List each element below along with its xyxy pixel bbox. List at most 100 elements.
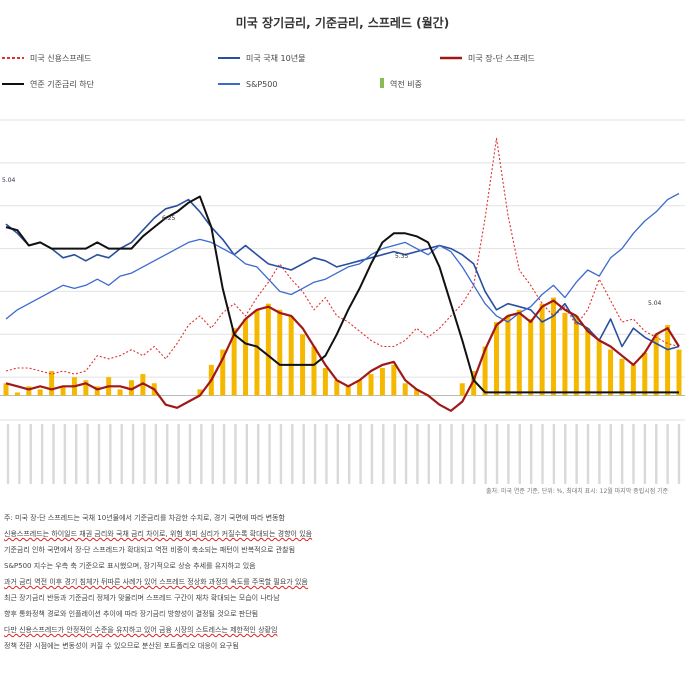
x-tick-43 xyxy=(495,424,499,484)
x-tick-37 xyxy=(427,424,430,484)
bar-34 xyxy=(391,364,397,396)
bar-12 xyxy=(140,374,146,396)
x-tick-25 xyxy=(291,424,294,484)
note-line: 신용스프레드는 하이일드 채권 금리와 국채 금리 차이로, 위험 회피 심리가… xyxy=(4,530,313,538)
bar-33 xyxy=(379,367,385,396)
x-tick-40 xyxy=(461,424,465,484)
bar-1 xyxy=(14,392,20,396)
x-tick-12 xyxy=(143,424,146,484)
bar-31 xyxy=(357,380,363,396)
bar-56 xyxy=(642,352,648,396)
x-tick-42 xyxy=(484,424,487,484)
x-tick-14 xyxy=(166,424,169,484)
series-line-4 xyxy=(5,195,679,394)
bar-40 xyxy=(459,383,465,396)
bar-42 xyxy=(482,346,488,396)
bar-29 xyxy=(334,380,340,396)
x-tick-5 xyxy=(63,424,67,484)
x-tick-21 xyxy=(245,424,249,484)
x-tick-45 xyxy=(518,424,521,484)
x-tick-48 xyxy=(552,424,556,484)
legend-label-sp500: S&P500 xyxy=(246,80,277,89)
bar-5 xyxy=(60,386,66,396)
bar-54 xyxy=(619,358,625,396)
x-tick-28 xyxy=(325,424,328,484)
bar-10 xyxy=(117,389,123,396)
note-line: 최근 장기금리 반등과 기준금리 정체가 맞물리며 스프레드 구간이 재차 확대… xyxy=(4,594,280,602)
x-tick-35 xyxy=(404,424,408,484)
bar-24 xyxy=(277,309,283,396)
x-tick-26 xyxy=(302,424,305,484)
source-note: 출처: 미국 연준 기준, 단위: %, 최대치 표시: 12월 마지막 중립시… xyxy=(486,488,669,495)
x-tick-36 xyxy=(416,424,419,484)
bar-23 xyxy=(265,303,271,396)
x-tick-46 xyxy=(529,424,533,484)
notes-section: 주: 미국 장-단 스프레드는 국채 10년물에서 기준금리를 차감한 수치로,… xyxy=(4,510,684,654)
x-tick-47 xyxy=(541,424,544,484)
legend-label-term_spread: 미국 장-단 스프레드 xyxy=(468,53,535,63)
bar-4 xyxy=(49,371,55,396)
bar-51 xyxy=(585,328,591,396)
note-line: 과거 금리 역전 이후 경기 침체가 뒤따른 사례가 있어 스프레드 정상화 과… xyxy=(4,578,308,586)
bar-3 xyxy=(37,389,43,396)
x-tick-2 xyxy=(29,424,32,484)
bar-20 xyxy=(231,328,237,396)
x-tick-8 xyxy=(97,424,101,484)
x-tick-54 xyxy=(620,424,624,484)
bar-52 xyxy=(596,340,602,396)
bar-36 xyxy=(414,389,420,396)
x-tick-0 xyxy=(6,424,10,484)
x-tick-16 xyxy=(188,424,192,484)
x-tick-15 xyxy=(177,424,180,484)
x-tick-56 xyxy=(643,424,647,484)
bar-59 xyxy=(676,349,682,396)
legend-label-credit_spread: 미국 신용스프레드 xyxy=(30,54,91,63)
x-tick-9 xyxy=(109,424,112,484)
bar-28 xyxy=(322,367,328,396)
x-tick-44 xyxy=(507,424,510,484)
bar-series xyxy=(3,297,682,396)
x-tick-50 xyxy=(575,424,578,484)
x-tick-53 xyxy=(609,424,612,484)
x-tick-19 xyxy=(222,424,226,484)
chart-title: 미국 장기금리, 기준금리, 스프레드 (월간) xyxy=(235,16,450,30)
x-tick-17 xyxy=(200,424,203,484)
note-line: 다만 신용스프레드가 안정적인 수준을 유지하고 있어 금융 시장의 스트레스는… xyxy=(4,626,278,634)
annotation-2: 5.35 xyxy=(395,253,409,260)
bar-8 xyxy=(94,386,100,396)
note-line: 기준금리 인하 국면에서 장-단 스프레드가 확대되고 역전 비중이 축소되는 … xyxy=(4,546,296,554)
legend-label-rec: 역전 비중 xyxy=(390,79,422,89)
line-series xyxy=(5,137,680,412)
bar-2 xyxy=(26,386,32,396)
x-tick-32 xyxy=(370,424,374,484)
bar-22 xyxy=(254,309,260,396)
bar-57 xyxy=(653,334,659,396)
x-tick-10 xyxy=(120,424,123,484)
bar-43 xyxy=(493,322,499,396)
x-tick-11 xyxy=(131,424,135,484)
bar-41 xyxy=(471,371,477,396)
x-tick-34 xyxy=(393,424,396,484)
x-tick-24 xyxy=(279,424,283,484)
x-tick-4 xyxy=(52,424,55,484)
x-tick-33 xyxy=(382,424,385,484)
bar-53 xyxy=(608,349,614,396)
bar-0 xyxy=(3,383,9,396)
annotation-1: 6.25 xyxy=(162,215,176,222)
x-tick-59 xyxy=(677,424,681,484)
x-tick-6 xyxy=(75,424,78,484)
x-tick-7 xyxy=(86,424,89,484)
legend-label-fed_rate: 연준 기준금리 하단 xyxy=(30,79,95,89)
x-tick-20 xyxy=(234,424,237,484)
x-tick-labels xyxy=(6,424,681,484)
x-tick-3 xyxy=(40,424,44,484)
bar-11 xyxy=(128,380,134,396)
bar-47 xyxy=(539,303,545,396)
bar-44 xyxy=(505,315,511,396)
bar-32 xyxy=(368,374,374,396)
bar-21 xyxy=(243,318,249,396)
gridlines xyxy=(0,119,685,421)
x-tick-23 xyxy=(268,424,271,484)
bar-45 xyxy=(516,309,522,396)
